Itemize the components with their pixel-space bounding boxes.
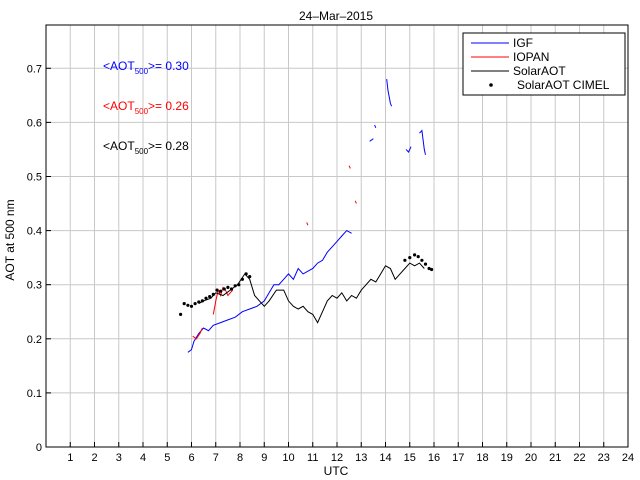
series-solaraot-cimel-point — [240, 277, 244, 281]
axes: 1 2 3 4 5 6 7 8 9 10 11 12 13 14 15 16 17 18 19 20 21 22 23 240… — [27, 63, 634, 464]
series-solaraot-cimel-point — [423, 262, 428, 266]
y-tick-label: 0.6 — [27, 117, 42, 129]
series-solaraot-cimel-point — [208, 295, 212, 299]
series-layer — [179, 79, 434, 353]
series-igf-line — [369, 138, 374, 142]
series-solaraot-cimel-point — [416, 255, 420, 259]
x-tick-label: 1 — [67, 452, 73, 464]
aot-mean-annotation: <AOT500>= 0.30 — [103, 59, 189, 76]
legend-label: SolarAOT — [513, 64, 566, 78]
x-tick-label: 15 — [404, 452, 416, 464]
aot-mean-annotation: <AOT500>= 0.26 — [103, 99, 189, 116]
x-tick-label: 17 — [452, 452, 464, 464]
series-solaraot-cimel-point — [408, 256, 412, 260]
series-solaraot-cimel-point — [219, 289, 223, 293]
series-igf-line — [386, 79, 393, 107]
x-tick-label: 3 — [116, 452, 122, 464]
series-solaraot-cimel-point — [244, 272, 248, 276]
series-solaraot-cimel-point — [211, 292, 215, 296]
series-solaraot-line — [198, 262, 425, 324]
series-solaraot-cimel-point — [179, 312, 183, 316]
legend-label: SolarAOT CIMEL — [517, 78, 610, 92]
y-tick-label: 0.4 — [27, 226, 42, 238]
x-tick-label: 21 — [549, 452, 561, 464]
series-solaraot-cimel-point — [200, 299, 204, 303]
x-tick-label: 16 — [428, 452, 440, 464]
x-tick-label: 19 — [501, 452, 513, 464]
y-tick-label: 0.5 — [27, 171, 42, 183]
series-solaraot-cimel-point — [189, 304, 194, 308]
x-tick-label: 6 — [188, 452, 194, 464]
series-solaraot-cimel-point — [204, 296, 208, 300]
y-tick-label: 0.2 — [27, 334, 42, 346]
x-tick-label: 12 — [331, 452, 343, 464]
series-solaraot-cimel-point — [413, 253, 417, 257]
series-solaraot-cimel-point — [420, 258, 424, 262]
y-axis-label: AOT at 500 nm — [3, 199, 17, 280]
annotations: <AOT500>= 0.30 <AOT500>= 0.26 <AOT500>= 0.… — [103, 59, 189, 156]
series-solaraot-cimel-point — [430, 267, 434, 272]
x-tick-label: 14 — [379, 452, 391, 464]
x-tick-label: 10 — [282, 452, 294, 464]
x-tick-label: 5 — [164, 452, 170, 464]
y-tick-label: 0 — [36, 442, 42, 454]
series-iopan-line — [354, 200, 357, 204]
legend-swatch — [489, 83, 493, 87]
x-axis-label: UTC — [324, 464, 349, 478]
y-tick-label: 0.7 — [27, 63, 42, 75]
series-igf-line — [405, 146, 412, 154]
series-igf-line — [187, 229, 352, 353]
x-tick-label: 9 — [261, 452, 267, 464]
series-igf-line — [374, 124, 377, 129]
x-tick-label: 24 — [622, 452, 634, 464]
series-iopan-line — [348, 165, 351, 169]
series-solaraot-cimel-point — [229, 287, 234, 291]
x-tick-label: 2 — [91, 452, 97, 464]
y-tick-label: 0.3 — [27, 280, 42, 292]
series-solaraot-cimel-point — [237, 283, 241, 287]
y-tick-label: 0.1 — [27, 388, 42, 400]
series-solaraot-cimel-point — [193, 302, 197, 306]
x-tick-label: 11 — [307, 452, 318, 464]
x-tick-label: 23 — [598, 452, 610, 464]
x-tick-label: 4 — [140, 452, 146, 464]
series-solaraot-cimel-point — [182, 302, 186, 306]
x-tick-label: 20 — [525, 452, 537, 464]
series-solaraot-cimel-point — [197, 300, 201, 304]
series-solaraot-cimel-point — [222, 287, 226, 291]
x-tick-label: 8 — [237, 452, 243, 464]
legend-label: IOPAN — [513, 50, 549, 64]
x-tick-label: 7 — [213, 452, 219, 464]
series-solaraot-cimel-point — [427, 266, 431, 271]
series-iopan-line — [306, 222, 309, 226]
series-solaraot-cimel-point — [403, 258, 407, 262]
chart-title: 24–Mar–2015 — [299, 9, 373, 23]
legend-label: IGF — [513, 36, 533, 50]
x-tick-label: 13 — [355, 452, 367, 464]
series-solaraot-cimel-point — [233, 284, 237, 288]
grid — [46, 25, 629, 447]
series-solaraot-cimel-point — [215, 288, 219, 292]
series-iopan-line — [192, 327, 203, 340]
x-tick-label: 22 — [573, 452, 585, 464]
series-iopan-line — [212, 286, 234, 315]
series-solaraot-cimel-point — [248, 275, 252, 279]
series-igf-line — [419, 129, 426, 155]
series-solaraot-cimel-point — [226, 285, 230, 289]
series-solaraot-cimel-point — [186, 303, 190, 307]
x-tick-label: 18 — [476, 452, 488, 464]
aot-mean-annotation: <AOT500>= 0.28 — [103, 139, 189, 156]
